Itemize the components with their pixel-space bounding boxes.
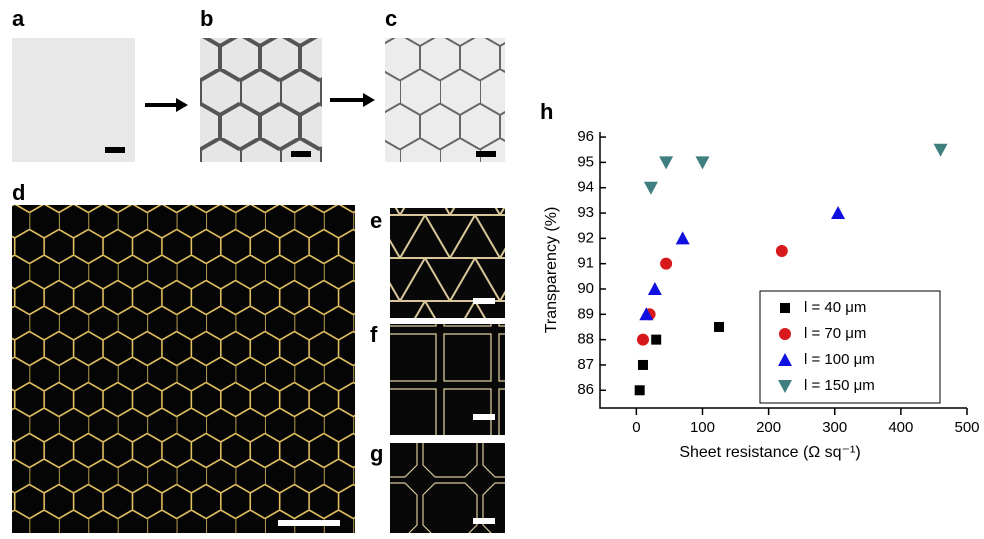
y-tick-label: 86 — [577, 381, 594, 398]
y-tick-label: 96 — [577, 128, 594, 145]
legend-label: l = 40 μm — [804, 299, 866, 316]
micrographs — [12, 38, 505, 533]
panel-label: d — [12, 180, 25, 205]
marker — [638, 360, 648, 370]
marker — [637, 334, 649, 346]
scale-bar — [278, 520, 340, 526]
panel-label: b — [200, 6, 213, 31]
y-axis-label: Transparency (%) — [543, 207, 560, 334]
panel-label: a — [12, 6, 25, 31]
figure: a b c d e f g h Sheet resistance (Ω sq⁻¹… — [0, 0, 984, 534]
y-tick-label: 90 — [577, 280, 594, 297]
legend-label: l = 70 μm — [804, 325, 866, 342]
marker — [659, 156, 673, 169]
y-tick-label: 89 — [577, 305, 594, 322]
image-b — [200, 38, 322, 162]
marker — [648, 282, 662, 295]
x-tick-label: 0 — [632, 419, 640, 436]
scale-bar — [476, 151, 496, 157]
y-tick-label: 88 — [577, 331, 594, 348]
y-tick-label: 95 — [577, 153, 594, 170]
x-tick-label: 100 — [690, 419, 715, 436]
panel-label: g — [370, 441, 383, 466]
image-a — [12, 38, 135, 162]
arrow-head — [363, 93, 375, 107]
x-tick-label: 300 — [822, 419, 847, 436]
scale-bar — [473, 414, 495, 420]
legend-label: l = 150 μm — [804, 377, 875, 394]
scale-bar — [473, 518, 495, 524]
panel-label: f — [370, 322, 378, 347]
marker — [714, 322, 724, 332]
legend-label: l = 100 μm — [804, 351, 875, 368]
y-tick-label: 91 — [577, 255, 594, 272]
y-tick-label: 94 — [577, 179, 594, 196]
arrow-head — [176, 98, 188, 112]
marker — [831, 206, 845, 219]
panel-label: e — [370, 208, 382, 233]
scale-bar — [105, 147, 125, 153]
marker — [635, 385, 645, 395]
legend-marker — [779, 328, 791, 340]
panel-label: c — [385, 6, 397, 31]
panel-label: h — [540, 99, 553, 124]
marker — [644, 182, 658, 195]
x-tick-label: 400 — [888, 419, 913, 436]
x-tick-label: 500 — [954, 419, 979, 436]
y-tick-label: 92 — [577, 229, 594, 246]
marker — [695, 156, 709, 169]
marker — [776, 245, 788, 257]
y-tick-label: 93 — [577, 204, 594, 221]
marker — [934, 144, 948, 157]
image-d — [12, 205, 355, 533]
image-c — [385, 38, 505, 162]
x-tick-label: 200 — [756, 419, 781, 436]
x-axis-label: Sheet resistance (Ω sq⁻¹) — [679, 444, 860, 461]
marker — [676, 231, 690, 244]
marker — [651, 335, 661, 345]
marker — [660, 258, 672, 270]
scale-bar — [473, 298, 495, 304]
legend-marker — [780, 303, 790, 313]
y-tick-label: 87 — [577, 356, 594, 373]
scale-bar — [291, 151, 311, 157]
